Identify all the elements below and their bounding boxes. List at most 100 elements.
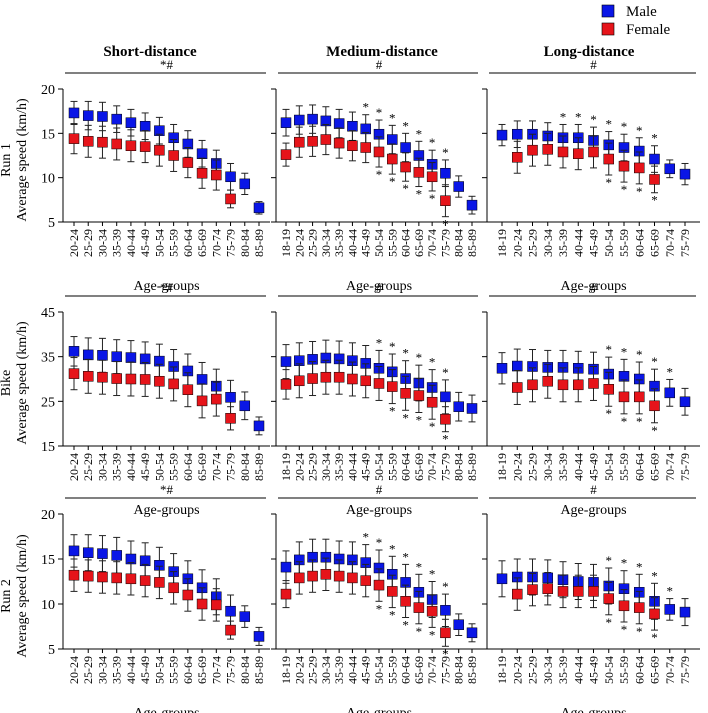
male-point (466, 199, 478, 211)
x-tick-label: 45-49 (359, 229, 373, 257)
male-point (664, 604, 675, 615)
x-tick-label: 20-24 (510, 453, 524, 481)
female-point (542, 375, 553, 387)
significance-star: * (402, 181, 409, 196)
female-point (440, 627, 451, 639)
panel-r2-c1: 18-19 20-24 25-29 30-34 35-39 40-44 45-49 50-54… (271, 482, 482, 713)
x-tick-label: 25-29 (526, 656, 540, 684)
female-point (307, 570, 318, 582)
x-tick-label: 85-89 (465, 229, 479, 257)
significance-star: * (651, 423, 658, 438)
male-point (440, 167, 451, 179)
x-tick-label: 55-59 (385, 229, 399, 257)
female-point (440, 413, 451, 425)
female-point (588, 146, 599, 158)
row-label-run1: Run 1 (0, 143, 14, 177)
male-point (440, 391, 451, 403)
x-tick-label: 40-44 (345, 453, 359, 481)
female-point (280, 379, 292, 390)
significance-star: * (606, 615, 613, 630)
significance-star: * (416, 413, 423, 428)
x-tick-label: 75-79 (224, 229, 238, 257)
x-tick-label: 70-74 (663, 229, 677, 257)
male-point (196, 374, 208, 385)
x-tick-label: 30-34 (319, 453, 333, 481)
x-tick-label: 25-29 (306, 656, 320, 684)
female-point (360, 142, 371, 153)
significance-star: * (606, 406, 613, 421)
female-point (413, 390, 425, 401)
panel-r0-c1: 18-19 20-24 25-29 30-34 35-39 40-44 45-49 50-54… (271, 57, 482, 294)
x-tick-label: 55-59 (167, 453, 181, 481)
significance-star: * (429, 567, 436, 582)
significance-star: * (362, 530, 369, 545)
x-tick-label: 30-34 (95, 229, 109, 257)
legend-female-marker (601, 22, 615, 36)
female-point (347, 373, 358, 385)
x-tick-label: 35-39 (556, 453, 570, 481)
x-tick-label: 65-69 (412, 656, 426, 684)
male-point (307, 113, 318, 125)
female-point (111, 138, 122, 150)
x-tick-label: 50-54 (152, 229, 166, 257)
x-tick-label: 60-64 (632, 656, 646, 684)
female-point (168, 582, 179, 594)
female-point (294, 572, 305, 584)
female-point (82, 570, 94, 582)
female-point (320, 569, 332, 580)
female-point (387, 381, 398, 392)
female-point (634, 162, 645, 174)
x-tick-label: 35-39 (556, 229, 570, 257)
female-point (225, 624, 236, 636)
male-point (512, 128, 523, 140)
x-tick-label: 45-49 (138, 453, 152, 481)
male-point (111, 550, 122, 561)
female-point (307, 136, 318, 147)
x-tick-label: 75-79 (678, 229, 692, 257)
male-point (97, 111, 108, 122)
x-tick-label: 50-54 (602, 656, 616, 684)
significance-label: # (590, 280, 597, 295)
male-point (440, 605, 451, 616)
female-point (225, 193, 236, 205)
female-point (588, 586, 599, 597)
female-point (307, 373, 318, 384)
significance-star: * (416, 187, 423, 202)
panel-r0-c2: 18-19 20-24 25-29 30-34 35-39 40-44 45-49 50-54… (482, 57, 700, 294)
significance-star: * (416, 624, 423, 639)
significance-star: * (442, 145, 449, 160)
x-tick-label: 50-54 (372, 229, 386, 257)
significance-star: * (636, 414, 643, 429)
x-tick-label: 60-64 (399, 656, 413, 684)
y-tick-label: 15 (41, 127, 55, 142)
significance-label: # (590, 482, 597, 497)
male-point (496, 573, 508, 585)
x-tick-label: 25-29 (306, 229, 320, 257)
female-point (154, 144, 165, 156)
significance-star: * (389, 110, 396, 125)
female-point (280, 588, 292, 600)
female-point (68, 569, 80, 581)
y-tick-label: 5 (48, 643, 55, 658)
significance-star: * (560, 109, 567, 124)
x-tick-label: 65-69 (195, 453, 209, 481)
male-point (512, 360, 523, 372)
x-tick-label: 60-64 (181, 453, 195, 481)
female-point (320, 371, 332, 383)
x-tick-label: 75-79 (224, 656, 238, 684)
x-axis-label: Age-groups (560, 706, 626, 713)
female-point (400, 596, 411, 607)
significance-star: * (402, 410, 409, 425)
female-point (512, 152, 523, 163)
female-point (154, 375, 165, 387)
x-tick-label: 30-34 (541, 229, 555, 257)
x-tick-label: 50-54 (602, 229, 616, 257)
significance-star: * (389, 608, 396, 623)
female-point (182, 589, 194, 601)
female-point (649, 608, 660, 620)
x-tick-label: 45-49 (587, 453, 601, 481)
x-tick-label: 80-84 (238, 229, 252, 257)
female-point (426, 605, 438, 617)
row-ylabel-run2: Average speed (km/h) (15, 534, 30, 658)
significance-star: * (376, 105, 383, 120)
